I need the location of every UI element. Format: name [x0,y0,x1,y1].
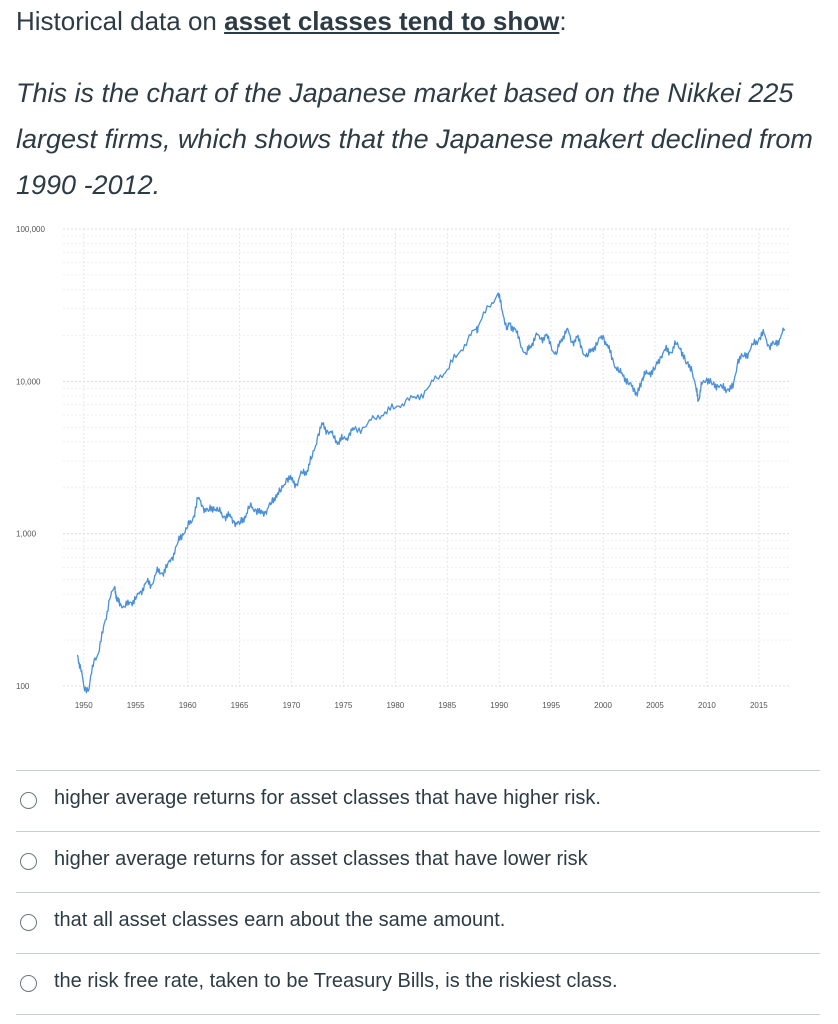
answer-choice-2[interactable]: higher average returns for asset classes… [16,831,820,892]
x-tick-label: 2000 [594,701,612,710]
answer-choice-label: the risk free rate, taken to be Treasury… [54,970,618,992]
question-body: This is the chart of the Japanese market… [16,78,813,200]
x-tick-label: 1955 [127,701,145,710]
x-tick-label: 2010 [698,701,716,710]
radio-button[interactable] [20,914,37,931]
x-tick-label: 1975 [335,701,353,710]
x-tick-label: 2005 [646,701,664,710]
x-tick-label: 1980 [386,701,404,710]
x-tick-label: 1960 [179,701,197,710]
answer-choice-3[interactable]: that all asset classes earn about the sa… [16,892,820,953]
question-prefix: Historical data on [16,6,225,36]
radio-button[interactable] [20,792,37,809]
answer-choice-label: that all asset classes earn about the sa… [54,909,506,931]
y-tick-label: 100 [16,682,30,691]
x-tick-label: 1985 [438,701,456,710]
x-tick-label: 1995 [542,701,560,710]
answer-choice-label: higher average returns for asset classes… [54,787,601,809]
answer-choice-4[interactable]: the risk free rate, taken to be Treasury… [16,953,820,1015]
x-tick-label: 1990 [490,701,508,710]
radio-button[interactable] [20,975,37,992]
nikkei-chart: 100 1,000 10,000 100,000 1950 1955 1960 1965 197… [0,216,838,726]
x-tick-label: 1950 [75,701,93,710]
question-suffix: : [559,6,567,36]
answer-choice-1[interactable]: higher average returns for asset classes… [16,770,820,831]
y-tick-label: 100,000 [16,225,45,234]
answer-choices: higher average returns for asset classes… [16,770,820,1015]
y-tick-label: 1,000 [16,530,37,539]
asset-classes-link[interactable]: asset classes tend to show [224,6,560,36]
x-tick-label: 1965 [231,701,249,710]
x-tick-label: 2015 [750,701,768,710]
question-header: Historical data on asset classes tend to… [16,6,567,37]
nikkei-chart-svg: 100 1,000 10,000 100,000 1950 1955 1960 1965 197… [16,225,790,710]
radio-button[interactable] [20,853,37,870]
x-tick-label: 1970 [283,701,301,710]
answer-choice-label: higher average returns for asset classes… [54,848,588,870]
y-tick-label: 10,000 [16,377,41,386]
nikkei-series-line [76,292,786,694]
